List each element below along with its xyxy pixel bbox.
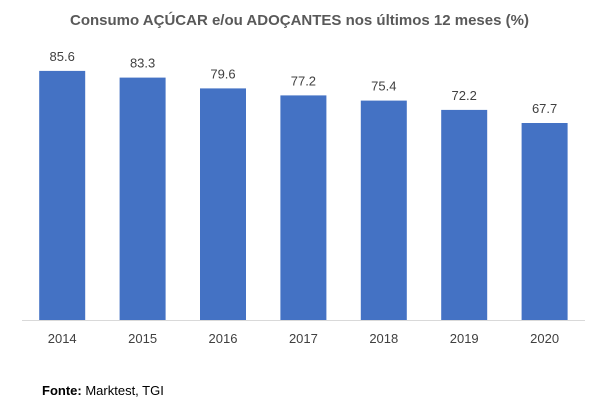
x-tick-label-2014: 2014 <box>48 331 77 346</box>
chart-title: Consumo AÇÚCAR e/ou ADOÇANTES nos último… <box>70 12 529 29</box>
x-tick-label-2016: 2016 <box>209 331 238 346</box>
x-tick-label-2020: 2020 <box>530 331 559 346</box>
bar-2014 <box>39 70 86 321</box>
data-label-2016: 79.6 <box>210 66 235 81</box>
bar-2015 <box>119 77 166 320</box>
data-label-2018: 75.4 <box>371 79 396 94</box>
bar-2016 <box>200 88 246 321</box>
data-label-2015: 83.3 <box>130 56 155 71</box>
data-label-2020: 67.7 <box>532 101 557 116</box>
bars-group <box>39 70 568 321</box>
source-label: Fonte: <box>42 383 82 398</box>
bar-2020 <box>521 123 568 320</box>
x-tick-label-2018: 2018 <box>369 331 398 346</box>
data-labels-group: 85.6 83.3 79.6 77.2 75.4 72.2 67.7 <box>50 49 558 116</box>
bar-2019 <box>441 109 488 321</box>
source-text: Marktest, TGI <box>85 383 164 398</box>
source-note: Fonte: Marktest, TGI <box>42 383 164 398</box>
bar-2017 <box>280 95 327 321</box>
bar-2018 <box>360 100 407 320</box>
data-label-2017: 77.2 <box>291 73 316 88</box>
data-label-2014: 85.6 <box>50 49 75 64</box>
x-tick-label-2017: 2017 <box>289 331 318 346</box>
data-label-2019: 72.2 <box>452 88 477 103</box>
x-tick-labels-group: 2014 2015 2016 2017 2018 2019 2020 <box>48 331 559 346</box>
x-tick-label-2019: 2019 <box>450 331 479 346</box>
x-tick-label-2015: 2015 <box>128 331 157 346</box>
